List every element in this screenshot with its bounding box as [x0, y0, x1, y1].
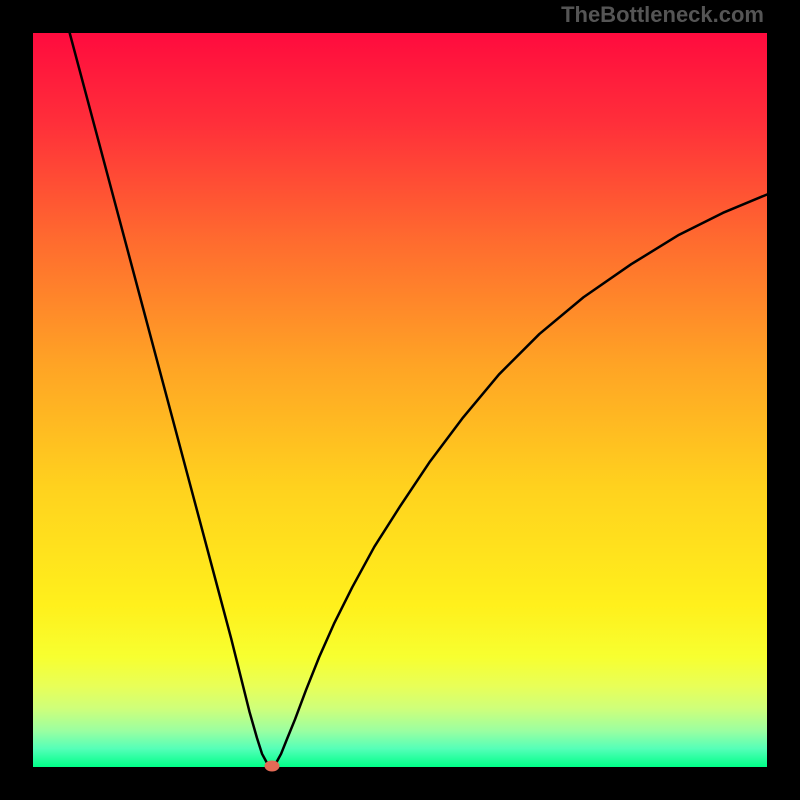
minimum-marker — [264, 760, 279, 771]
bottleneck-curve — [70, 33, 767, 766]
watermark-text: TheBottleneck.com — [561, 2, 764, 28]
plot-area — [33, 33, 767, 767]
curve-svg — [33, 33, 767, 767]
chart-frame: TheBottleneck.com — [0, 0, 800, 800]
